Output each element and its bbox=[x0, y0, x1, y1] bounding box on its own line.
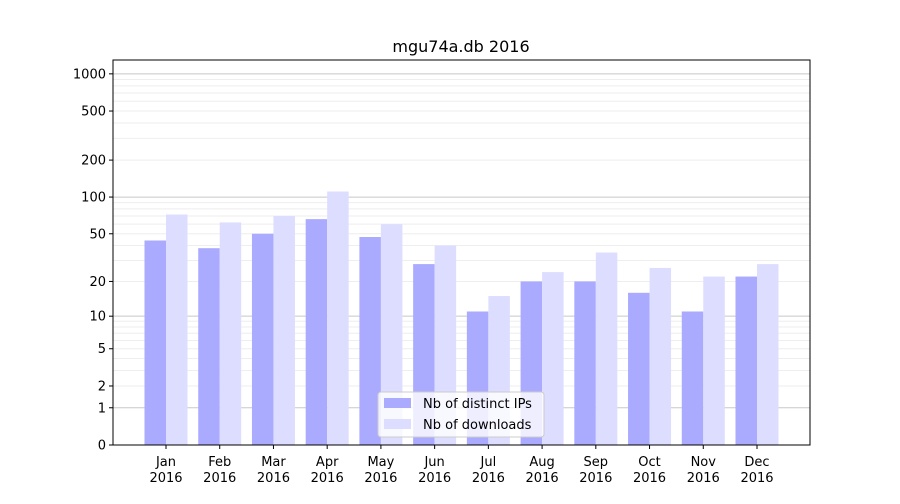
y-tick-label: 2 bbox=[98, 379, 106, 394]
x-tick-label-month: Jun bbox=[423, 455, 444, 470]
x-tick-label-month: Aug bbox=[529, 455, 554, 470]
x-tick-label-year: 2016 bbox=[203, 471, 236, 486]
x-tick-label-year: 2016 bbox=[311, 471, 344, 486]
plot-frame bbox=[112, 59, 811, 446]
y-tick-label: 1000 bbox=[73, 67, 106, 82]
y-tick-label: 1 bbox=[98, 401, 106, 416]
x-tick-label-year: 2016 bbox=[740, 471, 773, 486]
x-tick-label-month: Nov bbox=[691, 455, 717, 470]
x-tick-label-year: 2016 bbox=[633, 471, 666, 486]
y-tick-label: 200 bbox=[81, 154, 106, 169]
bar-downloads bbox=[595, 252, 618, 445]
y-tick-label: 10 bbox=[89, 310, 106, 325]
y-tick-label: 20 bbox=[89, 275, 106, 290]
bar-downloads bbox=[380, 224, 403, 445]
x-tick-label-year: 2016 bbox=[687, 471, 720, 486]
bar-distinct-ips bbox=[144, 240, 166, 445]
x-tick-label-year: 2016 bbox=[257, 471, 290, 486]
y-axis: 0 1 2 5 10 20 50 100 200 500 1000 bbox=[73, 67, 113, 454]
bar-distinct-ips bbox=[628, 292, 650, 445]
x-tick-label-year: 2016 bbox=[418, 471, 451, 486]
x-tick-label-year: 2016 bbox=[472, 471, 505, 486]
bar-downloads bbox=[327, 191, 349, 445]
x-tick-label-month: Apr bbox=[316, 455, 339, 470]
x-tick-label-month: Oct bbox=[638, 455, 660, 470]
chart-title: mgu74a.db 2016 bbox=[392, 37, 529, 56]
y-tick-label: 0 bbox=[98, 439, 106, 454]
bar-distinct-ips bbox=[359, 237, 381, 445]
bar-distinct-ips bbox=[735, 276, 757, 445]
bar-downloads bbox=[219, 222, 242, 445]
bar-distinct-ips bbox=[251, 233, 274, 445]
x-tick-label-month: Jan bbox=[155, 455, 176, 470]
legend-swatch-ips bbox=[384, 398, 411, 408]
y-tick-label: 500 bbox=[81, 105, 106, 120]
x-tick-label-year: 2016 bbox=[526, 471, 559, 486]
legend-box bbox=[377, 391, 545, 438]
y-tick-label: 5 bbox=[98, 342, 106, 357]
x-tick-label-month: Feb bbox=[208, 455, 231, 470]
bar-downloads bbox=[542, 272, 564, 445]
x-tick-label-month: Jul bbox=[480, 455, 497, 470]
bar-downloads bbox=[166, 214, 188, 445]
bar-downloads bbox=[273, 215, 295, 445]
bar-downloads bbox=[703, 276, 725, 445]
y-tick-label: 100 bbox=[81, 191, 106, 206]
x-tick-label-month: Sep bbox=[584, 455, 609, 470]
bar-downloads bbox=[757, 264, 779, 445]
bar-distinct-ips bbox=[305, 219, 328, 445]
x-tick-label-month: Mar bbox=[261, 455, 286, 470]
x-tick-label-year: 2016 bbox=[579, 471, 612, 486]
legend-label-downloads: Nb of downloads bbox=[423, 418, 532, 433]
bar-distinct-ips bbox=[681, 311, 704, 445]
x-axis: Jan2016Feb2016Mar2016Apr2016May2016Jun20… bbox=[149, 445, 774, 486]
legend-swatch-downloads bbox=[384, 419, 411, 429]
legend: Nb of distinct IPs Nb of downloads bbox=[377, 391, 545, 438]
legend-label-ips: Nb of distinct IPs bbox=[423, 397, 532, 412]
y-tick-label: 50 bbox=[89, 227, 106, 242]
bar-distinct-ips bbox=[198, 248, 220, 445]
bar-distinct-ips bbox=[574, 281, 596, 445]
x-tick-label-year: 2016 bbox=[149, 471, 182, 486]
x-tick-label-year: 2016 bbox=[364, 471, 397, 486]
bar-downloads bbox=[649, 267, 672, 445]
x-tick-label-month: May bbox=[367, 455, 394, 470]
x-tick-label-month: Dec bbox=[744, 455, 769, 470]
